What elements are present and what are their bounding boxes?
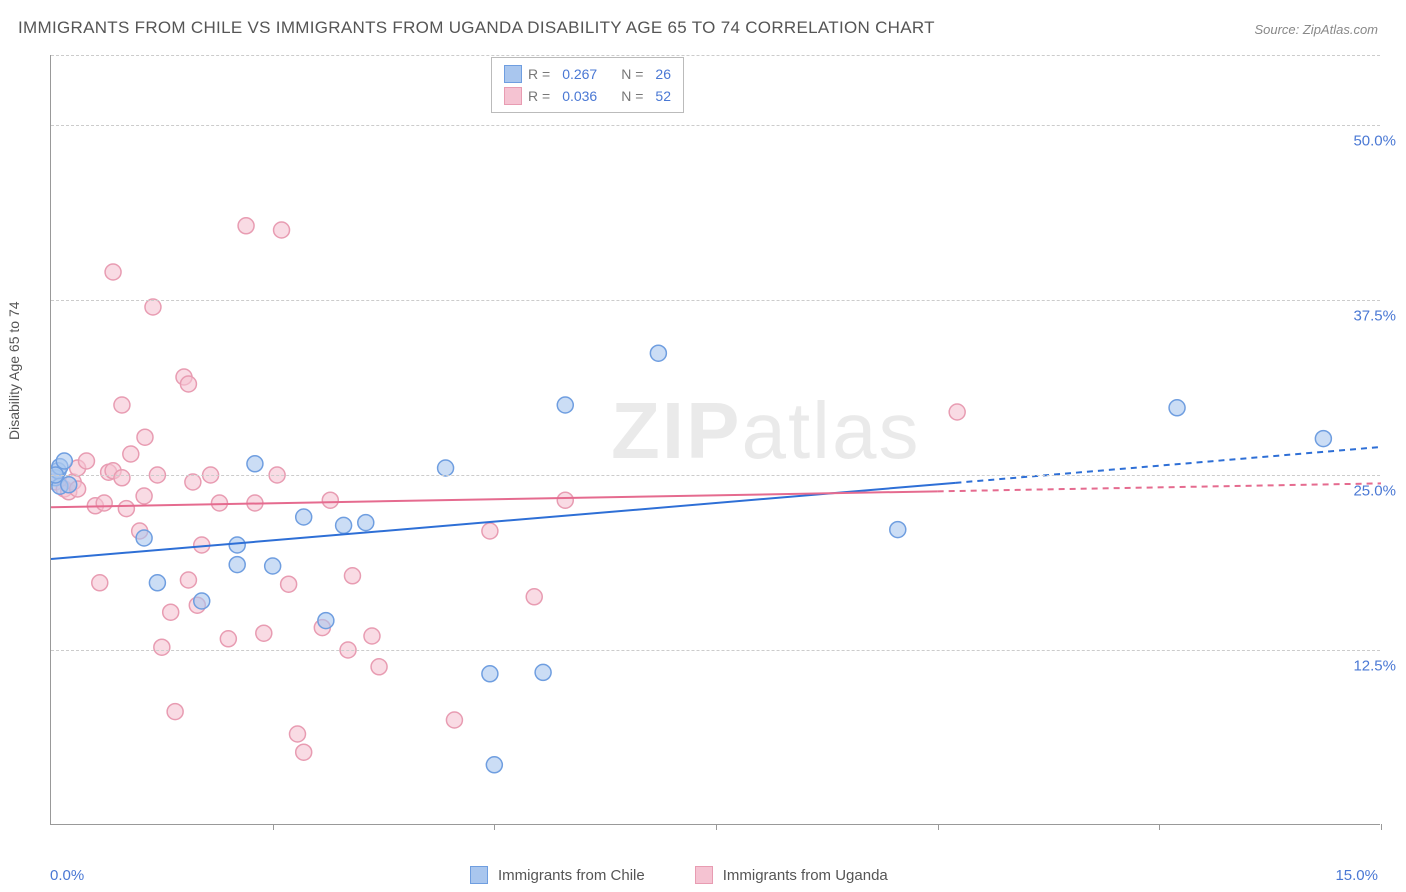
gridline	[51, 55, 1380, 56]
data-point	[371, 659, 387, 675]
legend-R-uganda: 0.036	[562, 85, 597, 107]
legend-R-chile: 0.267	[562, 63, 597, 85]
scatter-svg	[51, 55, 1381, 825]
swatch-chile	[504, 65, 522, 83]
data-point	[211, 495, 227, 511]
data-point	[149, 575, 165, 591]
legend-R-label-2: R =	[528, 85, 550, 107]
data-point	[296, 744, 312, 760]
legend-N-label: N =	[621, 63, 643, 85]
trend-line-dashed	[955, 447, 1381, 483]
data-point	[137, 429, 153, 445]
data-point	[318, 613, 334, 629]
legend-N-uganda: 52	[655, 85, 671, 107]
chart-title: IMMIGRANTS FROM CHILE VS IMMIGRANTS FROM…	[18, 18, 935, 38]
data-point	[180, 572, 196, 588]
legend-R-label: R =	[528, 63, 550, 85]
data-point	[256, 625, 272, 641]
data-point	[229, 537, 245, 553]
y-tick-label: 12.5%	[1353, 658, 1396, 675]
data-point	[136, 530, 152, 546]
source-label: Source: ZipAtlas.com	[1254, 22, 1378, 37]
data-point	[344, 568, 360, 584]
data-point	[535, 664, 551, 680]
legend-stats: R = 0.267 N = 26 R = 0.036 N = 52	[491, 57, 684, 113]
data-point	[557, 397, 573, 413]
gridline	[51, 125, 1380, 126]
data-point	[145, 299, 161, 315]
data-point	[364, 628, 380, 644]
data-point	[136, 488, 152, 504]
data-point	[114, 397, 130, 413]
x-tick	[716, 824, 717, 830]
y-axis-label: Disability Age 65 to 74	[6, 301, 22, 440]
data-point	[238, 218, 254, 234]
data-point	[96, 495, 112, 511]
gridline	[51, 475, 1380, 476]
data-point	[322, 492, 338, 508]
data-point	[194, 593, 210, 609]
data-point	[220, 631, 236, 647]
x-tick	[1159, 824, 1160, 830]
data-point	[114, 470, 130, 486]
x-tick	[1381, 824, 1382, 830]
series-name-chile: Immigrants from Chile	[498, 867, 645, 884]
x-max-label: 15.0%	[1335, 867, 1378, 884]
data-point	[154, 639, 170, 655]
x-tick	[494, 824, 495, 830]
trend-line	[51, 491, 938, 507]
data-point	[296, 509, 312, 525]
plot-area: ZIPatlas R = 0.267 N = 26 R = 0.036 N = …	[50, 55, 1380, 825]
data-point	[890, 522, 906, 538]
data-point	[123, 446, 139, 462]
legend-series: Immigrants from Chile Immigrants from Ug…	[470, 866, 888, 884]
data-point	[247, 456, 263, 472]
swatch-uganda	[504, 87, 522, 105]
x-min-label: 0.0%	[50, 867, 84, 884]
data-point	[949, 404, 965, 420]
data-point	[61, 477, 77, 493]
trend-line-dashed	[938, 483, 1381, 491]
data-point	[92, 575, 108, 591]
gridline	[51, 650, 1380, 651]
data-point	[289, 726, 305, 742]
legend-row-chile: R = 0.267 N = 26	[504, 63, 671, 85]
data-point	[56, 453, 72, 469]
data-point	[438, 460, 454, 476]
data-point	[163, 604, 179, 620]
data-point	[526, 589, 542, 605]
legend-N-label-2: N =	[621, 85, 643, 107]
data-point	[185, 474, 201, 490]
data-point	[78, 453, 94, 469]
data-point	[167, 704, 183, 720]
data-point	[281, 576, 297, 592]
data-point	[482, 523, 498, 539]
x-tick	[273, 824, 274, 830]
swatch-uganda-bottom	[695, 866, 713, 884]
legend-row-uganda: R = 0.036 N = 52	[504, 85, 671, 107]
y-tick-label: 37.5%	[1353, 308, 1396, 325]
data-point	[265, 558, 281, 574]
data-point	[1169, 400, 1185, 416]
data-point	[557, 492, 573, 508]
legend-N-chile: 26	[655, 63, 671, 85]
data-point	[650, 345, 666, 361]
data-point	[274, 222, 290, 238]
data-point	[229, 557, 245, 573]
data-point	[1315, 431, 1331, 447]
data-point	[118, 501, 134, 517]
data-point	[482, 666, 498, 682]
data-point	[446, 712, 462, 728]
data-point	[358, 515, 374, 531]
data-point	[180, 376, 196, 392]
gridline	[51, 300, 1380, 301]
series-name-uganda: Immigrants from Uganda	[723, 867, 888, 884]
data-point	[336, 517, 352, 533]
data-point	[486, 757, 502, 773]
y-tick-label: 50.0%	[1353, 133, 1396, 150]
data-point	[105, 264, 121, 280]
swatch-chile-bottom	[470, 866, 488, 884]
x-tick	[938, 824, 939, 830]
y-tick-label: 25.0%	[1353, 483, 1396, 500]
